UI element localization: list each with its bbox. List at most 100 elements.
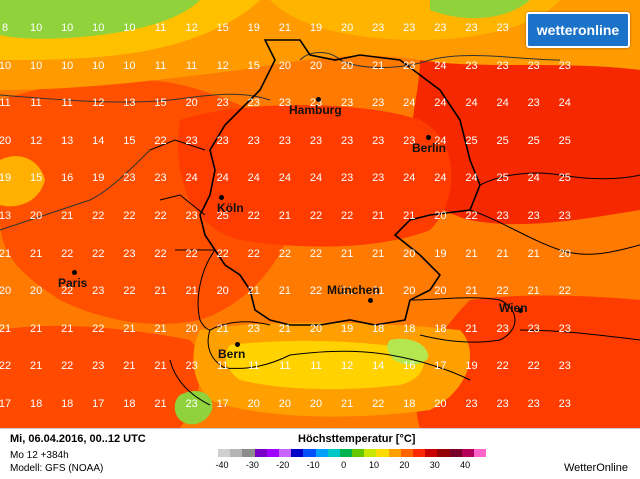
grid-value: 20 [340, 22, 354, 34]
grid-value: 24 [434, 134, 447, 147]
city-label-berlin: Berlin [412, 141, 447, 155]
legend-swatch [303, 449, 316, 457]
grid-value: 21 [154, 285, 167, 298]
grid-value: 21 [29, 360, 43, 373]
grid-value: 19 [92, 172, 105, 185]
legend-tick: -10 [306, 460, 320, 470]
grid-value: 22 [558, 285, 571, 298]
grid-value: 24 [309, 172, 323, 185]
grid-value: 21 [527, 247, 540, 260]
grid-value: 22 [465, 210, 478, 222]
grid-value: 10 [61, 22, 74, 34]
grid-value: 8 [1, 22, 9, 34]
legend-swatch [473, 449, 487, 457]
grid-value: 23 [92, 285, 105, 298]
grid-value: 22 [247, 210, 260, 222]
grid-value: 21 [278, 285, 292, 298]
grid-value: 20 [185, 97, 198, 110]
grid-value: 19 [340, 322, 354, 335]
grid-value: 24 [465, 97, 478, 110]
grid-value: 21 [61, 322, 74, 335]
grid-value: 20 [558, 247, 571, 260]
forecast-date: Mi, 06.04.2016, 00..12 UTC [10, 433, 146, 445]
grid-value: 11 [154, 22, 167, 34]
border-france-east [197, 249, 216, 331]
grid-value: 19 [465, 360, 478, 373]
grid-value: 21 [29, 322, 43, 335]
grid-value: 23 [185, 360, 198, 373]
legend-swatch [400, 449, 413, 457]
grid-value: 21 [29, 247, 43, 260]
grid-value: 21 [496, 247, 509, 260]
grid-value: 15 [123, 134, 136, 147]
grid-value: 12 [185, 22, 198, 34]
grid-value: 24 [403, 97, 416, 110]
grid-value: 23 [123, 172, 136, 185]
legend-swatch [291, 449, 304, 457]
zone-green-south-west [174, 390, 213, 425]
grid-value: 18 [403, 398, 416, 410]
grid-value: 23 [340, 97, 354, 110]
grid-value: 10 [29, 59, 43, 72]
map-footer: Mi, 06.04.2016, 00..12 UTC Mo 12 +384h M… [0, 428, 640, 479]
grid-value: 19 [0, 172, 12, 185]
legend-swatch [266, 449, 279, 457]
grid-value: 25 [558, 172, 571, 185]
grid-value: 10 [29, 22, 43, 34]
grid-value: 14 [92, 134, 105, 147]
grid-value: 23 [185, 210, 198, 222]
grid-value: 22 [185, 247, 198, 260]
zone-red-center [178, 105, 452, 247]
grid-value: 11 [154, 59, 167, 72]
city-dot-bern [235, 342, 240, 347]
grid-value: 11 [30, 97, 42, 110]
grid-value: 22 [154, 134, 167, 147]
grid-value: 19 [434, 247, 447, 260]
grid-value: 11 [279, 360, 291, 373]
grid-value: 24 [465, 172, 478, 185]
city-label-bern: Bern [218, 347, 246, 361]
grid-value: 20 [434, 285, 447, 298]
grid-value: 25 [216, 210, 229, 222]
grid-value: 10 [0, 59, 12, 72]
grid-value: 21 [372, 285, 385, 298]
legend-tick: -40 [215, 460, 229, 470]
grid-value: 22 [496, 360, 509, 373]
grid-value: 18 [434, 322, 447, 335]
legend-swatch [425, 449, 438, 457]
grid-value: 18 [123, 398, 136, 410]
border-austria [409, 297, 516, 343]
grid-value: 23 [465, 22, 478, 34]
grid-value: 10 [92, 22, 105, 34]
grid-value: 11 [185, 59, 198, 72]
coastline-north [0, 52, 561, 103]
grid-value: 17 [434, 360, 447, 373]
legend-title: Höchsttemperatur [°C] [298, 433, 416, 445]
grid-value: 24 [434, 172, 447, 185]
grid-value: 22 [496, 285, 509, 298]
grid-value: 23 [527, 210, 540, 222]
grid-value: 20 [340, 59, 354, 72]
grid-value: 25 [465, 134, 478, 147]
grid-value: 15 [216, 22, 229, 34]
grid-value: 20 [309, 398, 323, 410]
grid-value: 23 [527, 97, 540, 110]
grid-value: 21 [123, 322, 136, 335]
grid-value: 22 [527, 360, 540, 373]
legend-swatch [242, 449, 255, 457]
border-poland [479, 172, 640, 186]
grid-value: 23 [372, 172, 385, 185]
grid-value: 24 [558, 97, 571, 110]
grid-value: 23 [247, 97, 260, 110]
grid-value: 22 [123, 285, 136, 298]
grid-value: 22 [123, 210, 136, 222]
grid-value: 15 [247, 59, 260, 72]
grid-value: 18 [29, 398, 43, 410]
grid-value: 23 [278, 134, 292, 147]
wetteronline-logo[interactable]: wetteronline [526, 12, 630, 48]
zone-red-south-east [416, 295, 640, 428]
legend-tick: 20 [399, 460, 410, 470]
grid-value: 23 [558, 360, 571, 373]
grid-value: 12 [92, 97, 105, 110]
city-label-paris: Paris [58, 276, 88, 290]
